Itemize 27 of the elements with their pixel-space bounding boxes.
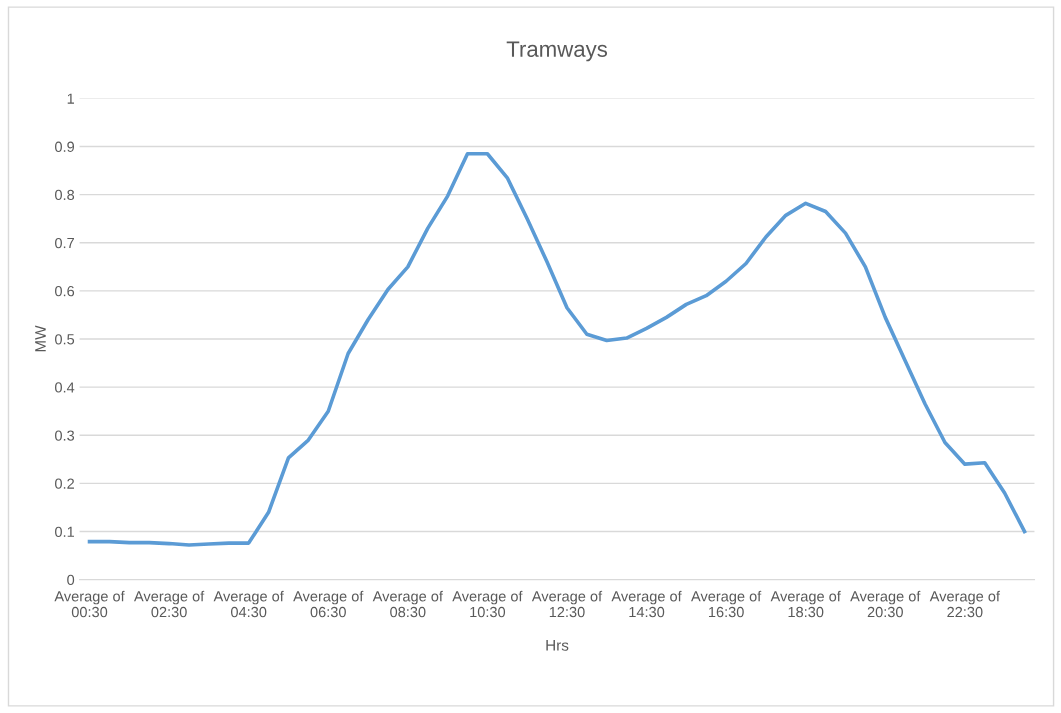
x-tick-label: Average of 06:30 (293, 590, 364, 618)
y-tick-label: 0.1 (55, 526, 74, 537)
x-tick-label: Average of 20:30 (850, 590, 921, 618)
y-tick-label: 0.2 (55, 478, 74, 489)
x-tick-label: Average of 18:30 (770, 590, 841, 618)
y-tick-label: 0.6 (55, 286, 75, 297)
y-tick-label: 0.7 (55, 237, 74, 249)
y-tick-label: 0.8 (55, 189, 75, 201)
y-tick-label: 0 (67, 574, 75, 586)
y-tick-label: 0.9 (55, 141, 75, 152)
x-tick-label: Average of 22:30 (929, 590, 1001, 618)
chart-title: Tramways (506, 41, 608, 62)
y-tick-label: 0.3 (55, 430, 75, 441)
y-tick-label: 0.4 (55, 382, 75, 393)
x-tick-label: Average of 04:30 (213, 590, 284, 618)
x-tick-label: Average of 02:30 (133, 590, 205, 618)
y-tick-label: 1 (67, 93, 74, 104)
x-tick-label: Average of 08:30 (372, 590, 443, 618)
line-series (87, 151, 1027, 547)
x-tick-label: Average of 14:30 (611, 590, 682, 618)
x-axis-title: Hrs (546, 640, 569, 651)
x-tick-label: Average of 16:30 (691, 590, 762, 618)
y-axis-title: MW (35, 325, 46, 352)
x-tick-label: Average of 12:30 (531, 590, 603, 618)
x-tick-label: Average of 00:30 (54, 590, 125, 618)
y-tick-label: 0.5 (55, 334, 75, 345)
x-tick-label: Average of 10:30 (452, 590, 523, 618)
